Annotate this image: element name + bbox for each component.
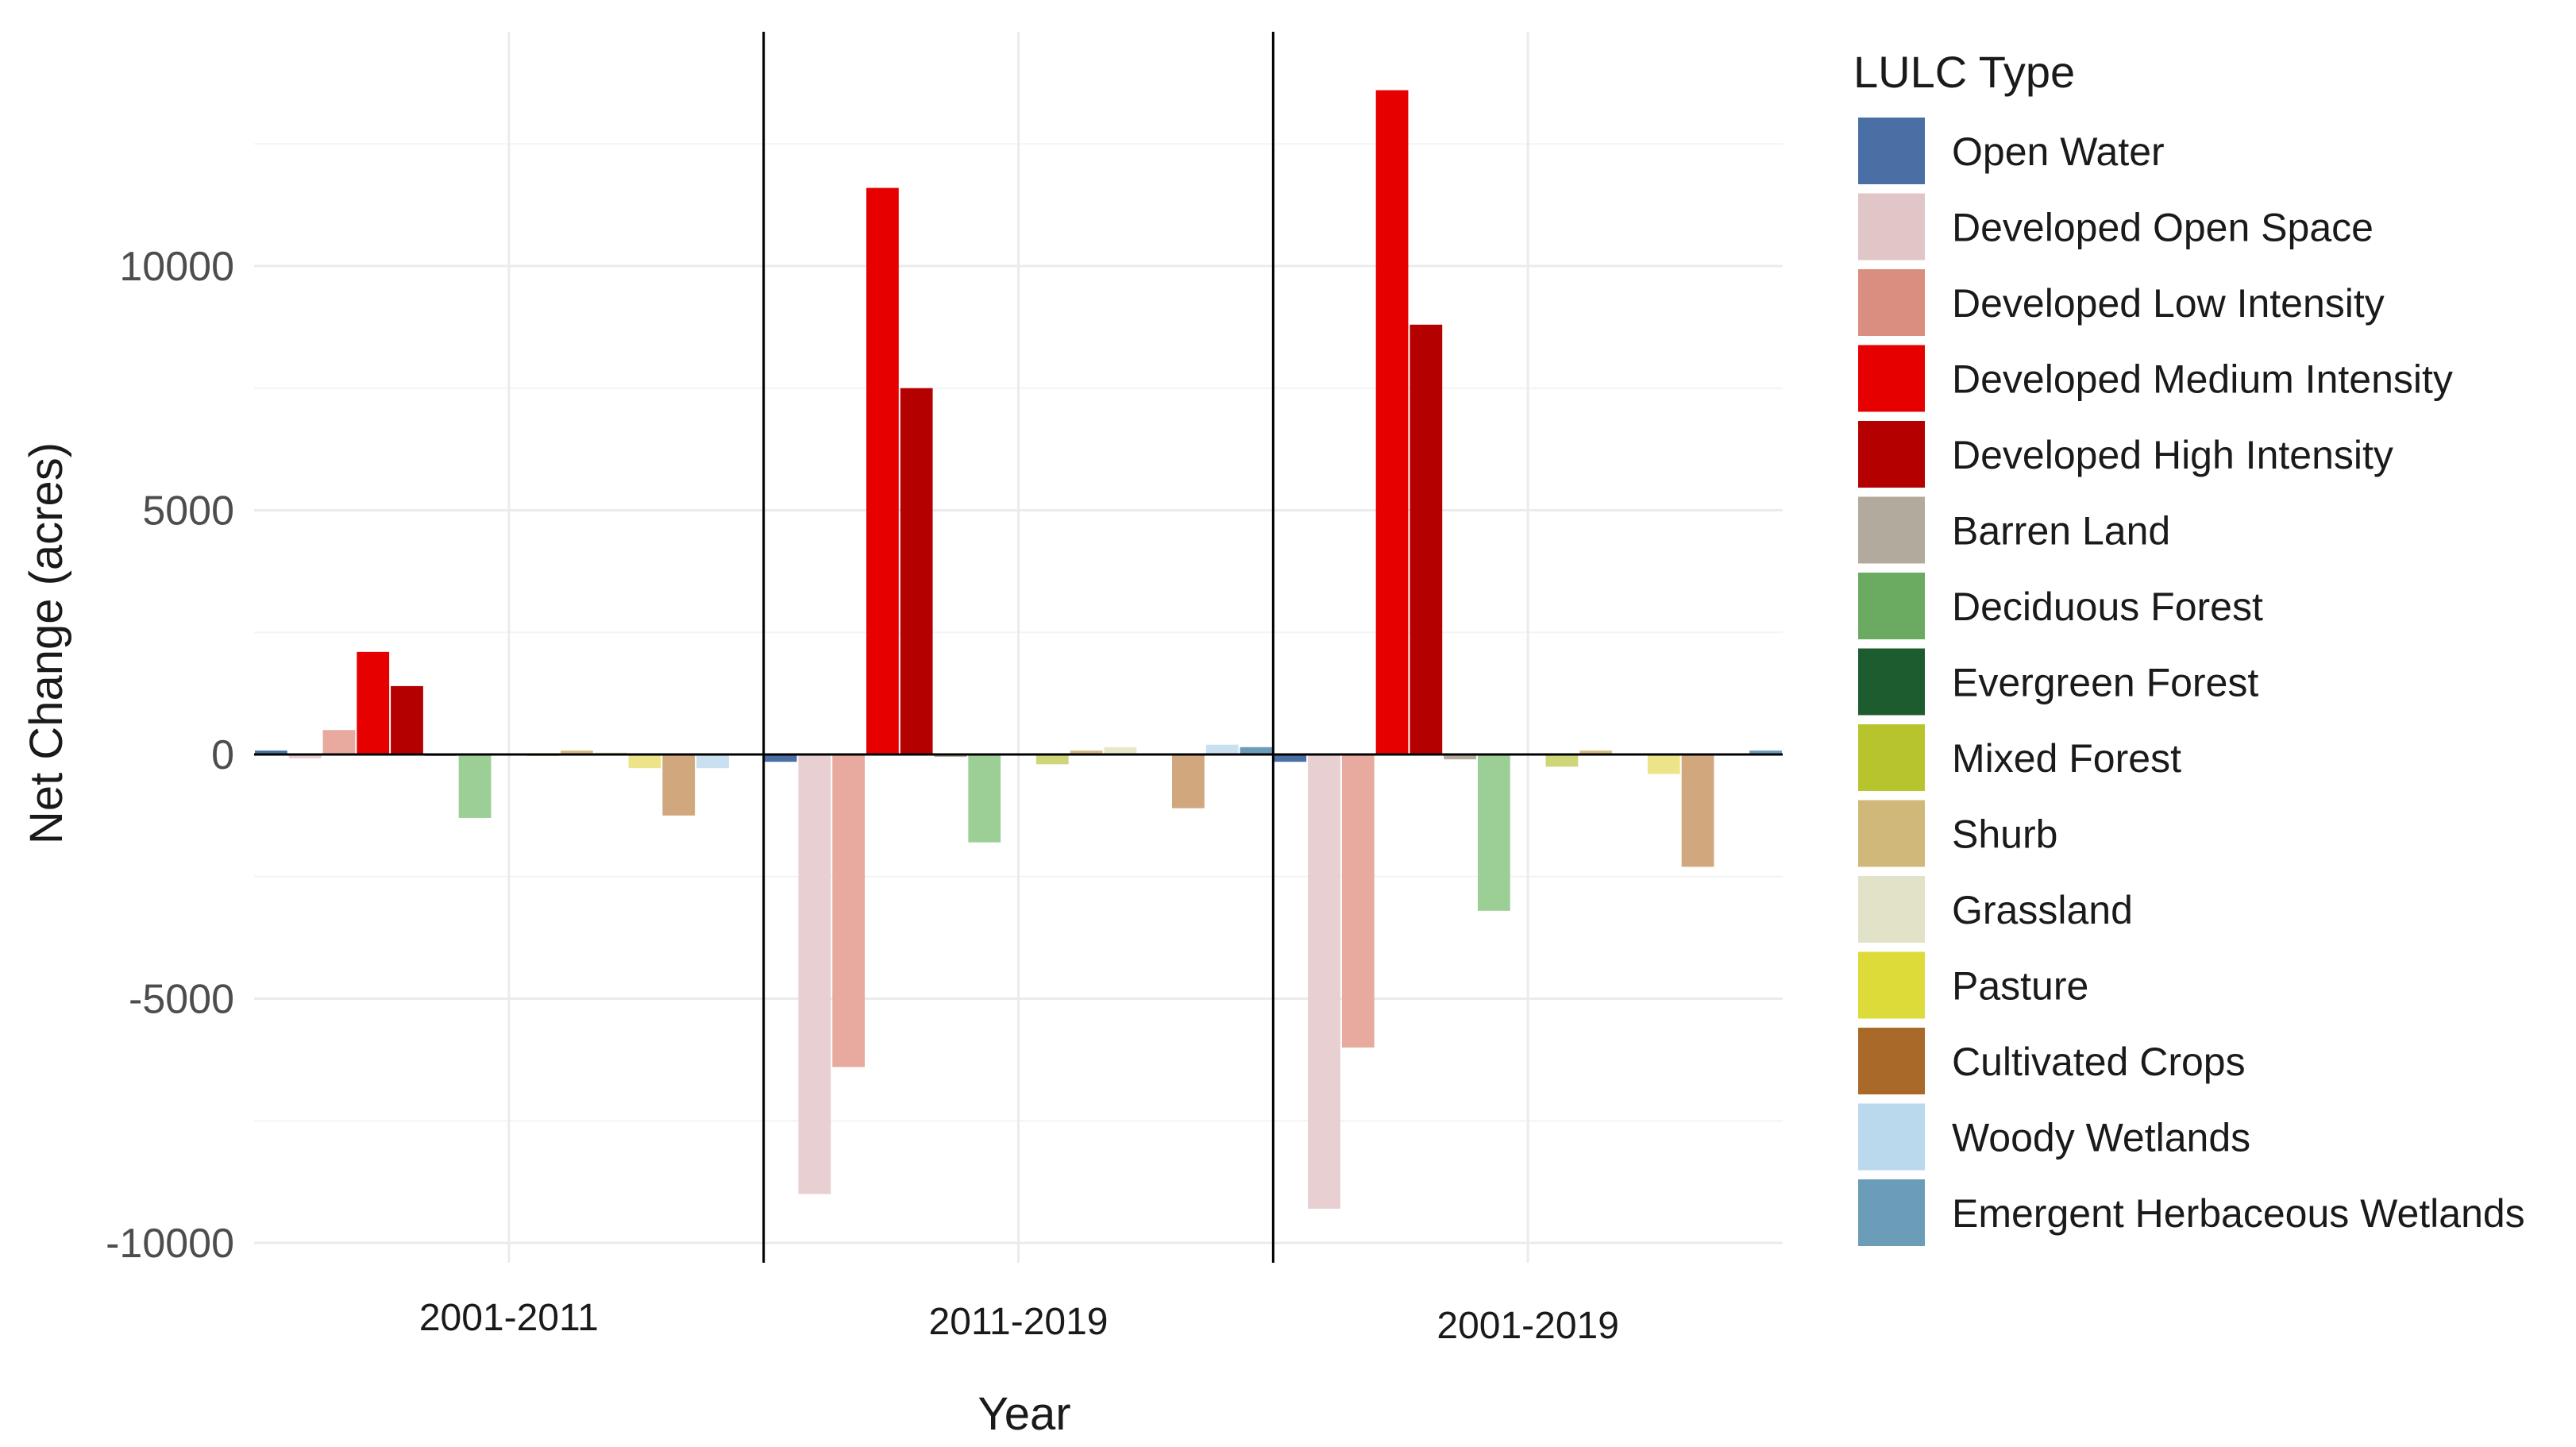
legend-key — [1858, 1028, 1925, 1094]
legend-key — [1858, 118, 1925, 184]
bar — [1681, 754, 1714, 867]
bar — [1375, 90, 1409, 755]
x-group-label: 2011-2019 — [929, 1301, 1109, 1343]
legend-key — [1858, 800, 1925, 867]
bar — [1035, 754, 1069, 765]
x-group-labels: 2001-2011 2011-2019 2001-2019 — [419, 1297, 1619, 1347]
gridlines — [254, 32, 1783, 1263]
legend-key — [1858, 724, 1925, 791]
legend-key — [1858, 1179, 1925, 1246]
legend-key — [1858, 1103, 1925, 1171]
legend-key — [1858, 951, 1925, 1019]
legend: LULC Type Open Water Developed Open Space… — [1853, 47, 2525, 1246]
bar — [1409, 324, 1443, 754]
legend-key — [1858, 269, 1925, 336]
bar — [662, 754, 696, 816]
bar — [1749, 751, 1782, 754]
legend-label: Emergent Herbaceous Wetlands — [1952, 1191, 2525, 1236]
legend-label: Shurb — [1952, 812, 2057, 857]
legend-key — [1858, 573, 1925, 639]
bar — [561, 751, 593, 754]
legend-label: Developed High Intensity — [1952, 433, 2393, 477]
legend-label: Barren Land — [1952, 509, 2170, 554]
legend-key — [1858, 421, 1925, 488]
legend-key — [1858, 876, 1925, 943]
bar — [696, 754, 729, 769]
bar — [1545, 754, 1579, 767]
y-tick-label: -10000 — [106, 1221, 234, 1267]
x-group-label: 2001-2019 — [1436, 1305, 1619, 1347]
legend-label: Open Water — [1952, 129, 2165, 174]
x-axis-title: Year — [978, 1388, 1070, 1440]
bar — [458, 754, 492, 818]
bars — [255, 90, 1782, 1209]
bar — [1070, 751, 1103, 754]
legend-label: Cultivated Crops — [1952, 1040, 2246, 1084]
y-axis-title: Net Change (acres) — [21, 442, 72, 844]
legend-label: Pasture — [1952, 964, 2088, 1009]
legend-label: Developed Low Intensity — [1952, 281, 2385, 326]
legend-key — [1858, 648, 1925, 716]
y-tick-label: 10000 — [119, 244, 234, 290]
y-tick-label: 5000 — [142, 488, 234, 534]
bar — [764, 754, 797, 762]
legend-label: Evergreen Forest — [1952, 661, 2258, 705]
y-tick-label: 0 — [211, 732, 234, 778]
bar — [1240, 747, 1273, 754]
bar — [1341, 754, 1375, 1048]
legend-key — [1858, 345, 1925, 412]
axes — [254, 32, 1783, 1263]
bar — [1274, 754, 1307, 762]
bar — [1647, 754, 1680, 774]
bar — [1104, 747, 1137, 754]
bar — [1308, 754, 1340, 1209]
x-group-label: 2001-2011 — [419, 1297, 599, 1339]
bar — [1478, 754, 1510, 911]
legend-label: Developed Open Space — [1952, 206, 2374, 250]
legend-key — [1858, 193, 1925, 260]
legend-key — [1858, 496, 1925, 564]
legend-label: Mixed Forest — [1952, 736, 2181, 781]
bar — [357, 651, 390, 754]
legend-label: Grassland — [1952, 888, 2133, 932]
y-tick-label: -5000 — [129, 977, 234, 1023]
legend-title: LULC Type — [1853, 47, 2075, 97]
y-tick-labels: -10000 -5000 0 5000 10000 — [106, 244, 234, 1267]
bar — [1172, 754, 1205, 808]
legend-label: Developed Medium Intensity — [1952, 357, 2453, 402]
bar — [1205, 744, 1239, 754]
legend-label: Woody Wetlands — [1952, 1116, 2250, 1160]
bar — [1579, 751, 1613, 754]
bar — [900, 388, 933, 754]
bar — [1444, 754, 1476, 760]
bar — [832, 754, 865, 1067]
bar — [866, 187, 899, 755]
bar — [628, 754, 661, 769]
bar — [934, 754, 967, 758]
bar — [322, 730, 356, 754]
bar — [288, 754, 322, 758]
bar — [968, 754, 1001, 843]
legend-label: Deciduous Forest — [1952, 585, 2263, 629]
bar — [255, 751, 287, 754]
bar — [391, 685, 423, 754]
bar — [798, 754, 831, 1194]
